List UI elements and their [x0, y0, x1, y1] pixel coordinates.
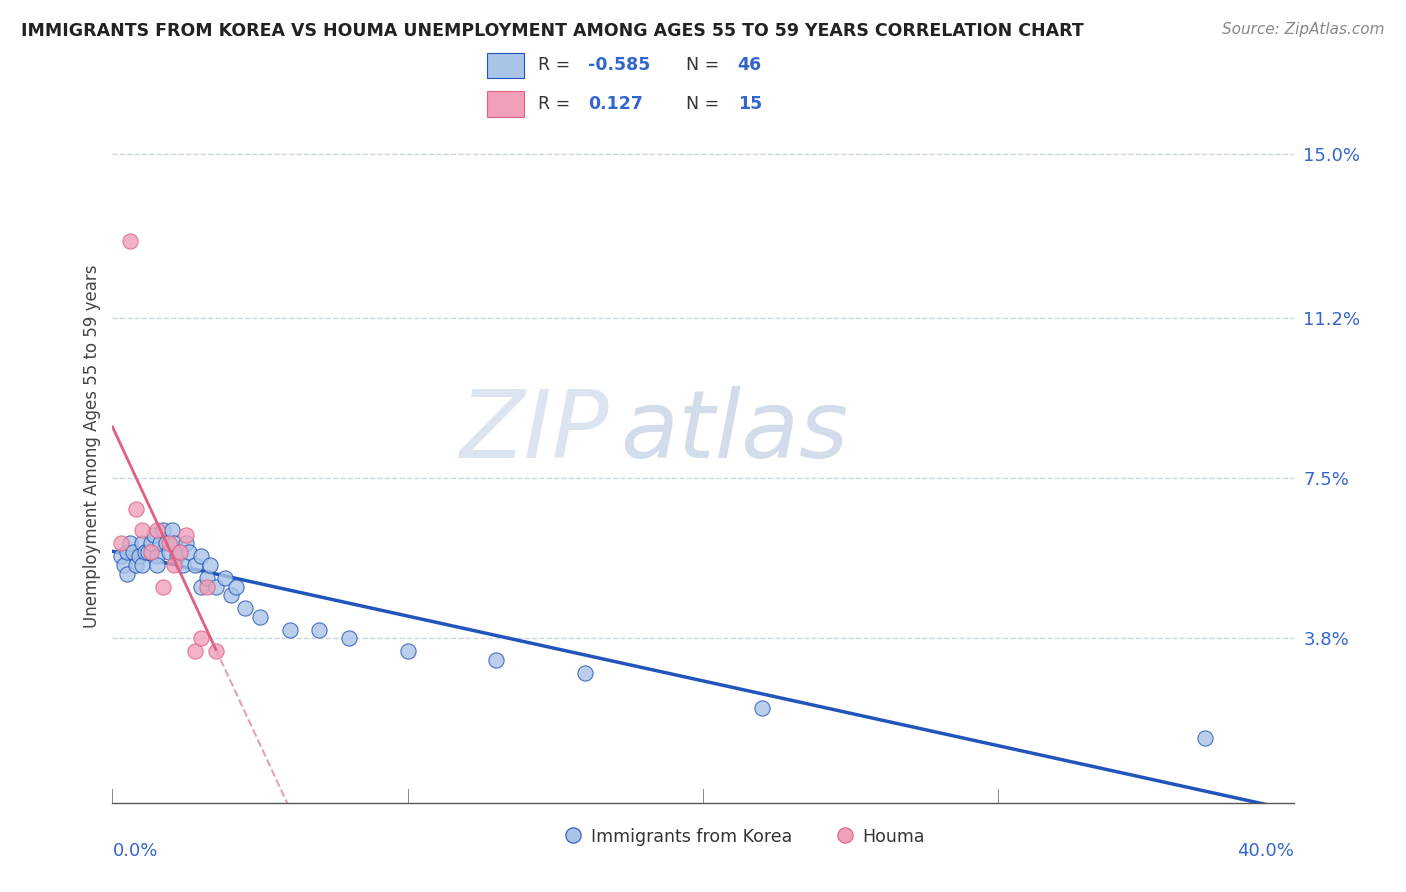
Point [157, 545, 180, 559]
Text: IMMIGRANTS FROM KOREA VS HOUMA UNEMPLOYMENT AMONG AGES 55 TO 59 YEARS CORRELATIO: IMMIGRANTS FROM KOREA VS HOUMA UNEMPLOYM… [21, 22, 1084, 40]
Text: Immigrants from Korea: Immigrants from Korea [591, 828, 792, 846]
Point [131, 558, 153, 572]
Point [128, 549, 150, 564]
Point [169, 545, 191, 559]
Point [166, 549, 188, 564]
Point [337, 632, 360, 646]
Point [120, 234, 142, 248]
Point [278, 623, 301, 637]
Point [146, 524, 169, 538]
Text: 0.0%: 0.0% [112, 842, 157, 860]
Point [205, 580, 228, 594]
Point [139, 545, 162, 559]
Point [152, 580, 174, 594]
Point [136, 545, 159, 559]
Point [169, 545, 191, 559]
Bar [488, 91, 524, 117]
Point [134, 545, 156, 559]
Bar [488, 53, 524, 78]
Point [110, 549, 132, 564]
Text: 40.0%: 40.0% [1237, 842, 1294, 860]
Point [219, 588, 242, 602]
Text: Houma: Houma [862, 828, 925, 846]
Point [163, 536, 186, 550]
Point [142, 527, 165, 541]
Point [179, 545, 201, 559]
Point [485, 653, 508, 667]
Point [110, 536, 132, 550]
Point [396, 644, 419, 658]
Point [131, 524, 153, 538]
Point [125, 558, 148, 572]
Point [190, 580, 212, 594]
Point [146, 549, 169, 564]
Point [308, 623, 330, 637]
Point [174, 527, 197, 541]
Point [198, 558, 221, 572]
Text: 0.127: 0.127 [588, 95, 643, 113]
Point [125, 501, 148, 516]
Point [157, 536, 180, 550]
Point [249, 610, 271, 624]
Point [184, 558, 207, 572]
Point [190, 549, 212, 564]
Text: ZIP: ZIP [458, 386, 609, 477]
Point [225, 580, 247, 594]
Point [172, 558, 194, 572]
Text: atlas: atlas [620, 386, 849, 477]
Text: N =: N = [686, 95, 725, 113]
Point [149, 536, 172, 550]
Point [152, 524, 174, 538]
Point [122, 545, 145, 559]
Point [163, 558, 186, 572]
Text: Source: ZipAtlas.com: Source: ZipAtlas.com [1222, 22, 1385, 37]
Text: 15: 15 [738, 95, 762, 113]
Point [195, 580, 218, 594]
Text: R =: R = [538, 56, 576, 74]
Point [1194, 731, 1216, 745]
Point [139, 536, 162, 550]
Text: N =: N = [686, 56, 725, 74]
Point [205, 644, 228, 658]
Point [120, 536, 142, 550]
Point [146, 558, 169, 572]
Text: R =: R = [538, 95, 576, 113]
Point [112, 558, 135, 572]
Point [131, 536, 153, 550]
Point [155, 536, 177, 550]
Y-axis label: Unemployment Among Ages 55 to 59 years: Unemployment Among Ages 55 to 59 years [83, 264, 101, 628]
Point [160, 524, 183, 538]
Point [184, 644, 207, 658]
Point [117, 566, 138, 581]
Point [190, 632, 212, 646]
Point [214, 571, 236, 585]
Point [174, 536, 197, 550]
Point [117, 545, 138, 559]
Point [195, 571, 218, 585]
Point [574, 666, 596, 681]
Text: -0.585: -0.585 [588, 56, 650, 74]
Point [751, 700, 773, 714]
Text: 46: 46 [738, 56, 762, 74]
Point [233, 601, 256, 615]
